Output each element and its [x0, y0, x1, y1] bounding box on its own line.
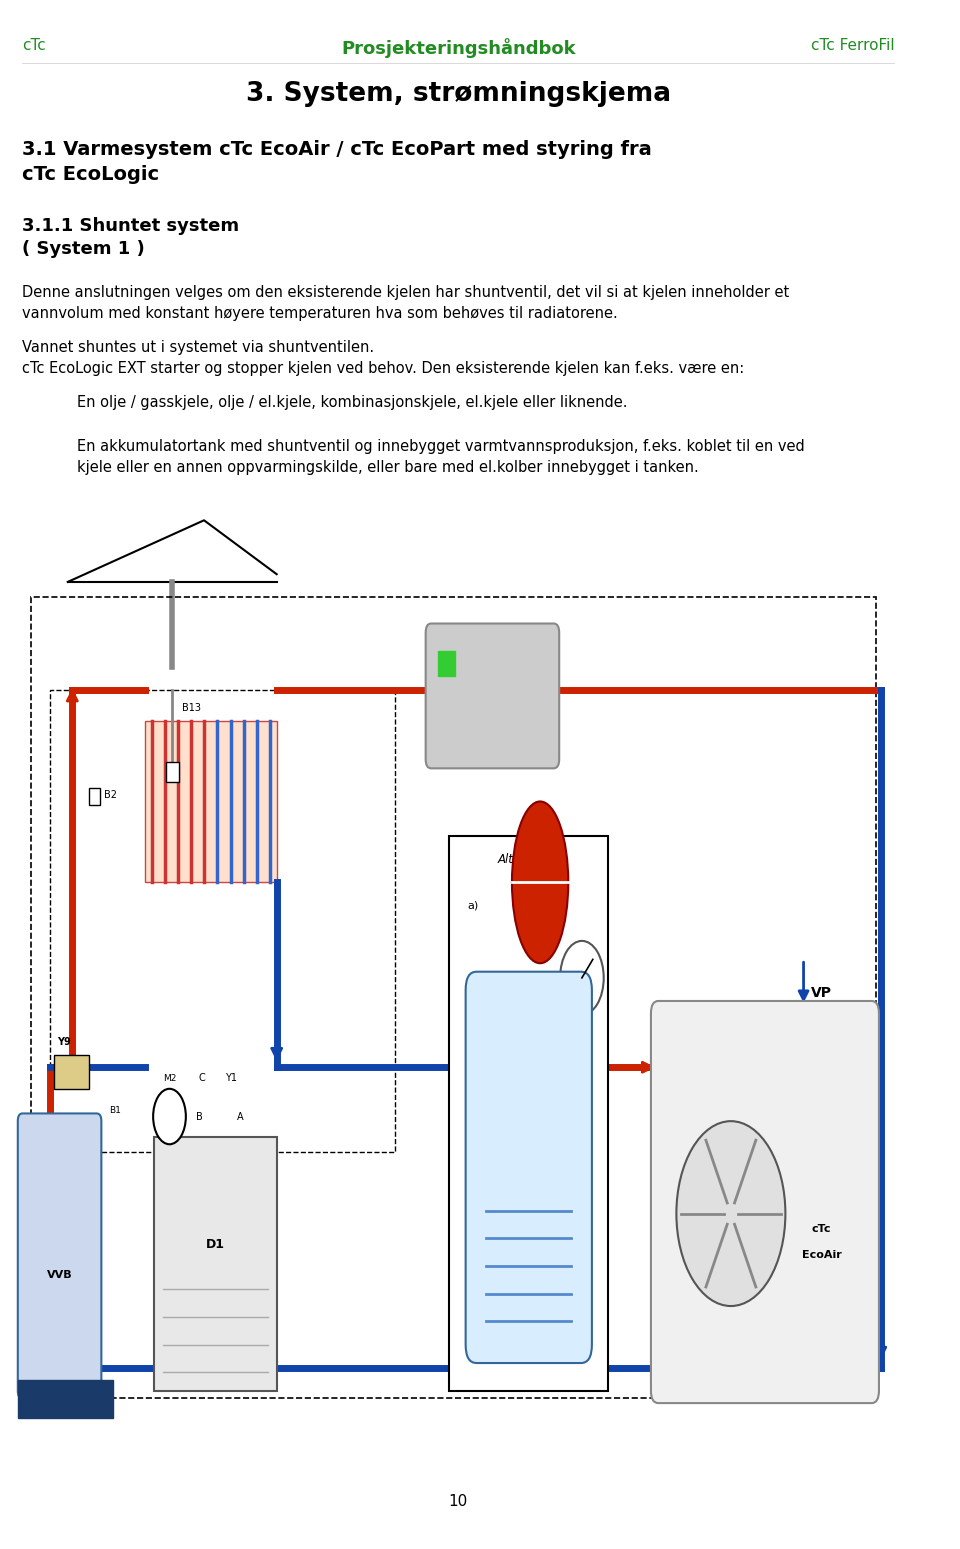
Text: M2: M2 [163, 1073, 177, 1083]
Circle shape [154, 1089, 186, 1145]
Ellipse shape [512, 801, 568, 963]
Text: Y1: Y1 [226, 1072, 237, 1083]
Bar [154, 1137, 276, 1391]
Text: 3. System, strømningskjema: 3. System, strømningskjema [246, 81, 671, 107]
Text: EcoPart: EcoPart [503, 1160, 554, 1174]
Text: En olje / gasskjele, olje / el.kjele, kombinasjonskjele, el.kjele eller liknende: En olje / gasskjele, olje / el.kjele, ko… [77, 395, 627, 410]
FancyBboxPatch shape [425, 624, 559, 768]
Text: B: B [196, 1112, 203, 1121]
Text: cTc  Ferroterm: cTc Ferroterm [34, 1396, 96, 1405]
Bar [18, 1380, 113, 1419]
Text: Denne anslutningen velges om den eksisterende kjelen har shuntventil, det vil si: Denne anslutningen velges om den eksiste… [22, 285, 789, 321]
Text: 10: 10 [448, 1495, 468, 1509]
Text: Alternativt: Alternativt [497, 853, 560, 866]
Text: cTc: cTc [22, 39, 46, 53]
Text: 3.1.1 Shuntet system
( System 1 ): 3.1.1 Shuntet system ( System 1 ) [22, 217, 239, 259]
Text: Prosjekteringshåndbok: Prosjekteringshåndbok [341, 39, 576, 57]
Text: A: A [237, 1112, 244, 1121]
FancyBboxPatch shape [449, 836, 609, 1391]
FancyBboxPatch shape [18, 1114, 102, 1399]
Text: B2: B2 [104, 790, 117, 799]
FancyBboxPatch shape [651, 1001, 879, 1403]
Text: Vannet shuntes ut i systemet via shuntventilen.
cTc EcoLogic EXT starter og stop: Vannet shuntes ut i systemet via shuntve… [22, 341, 745, 376]
Text: 3.1 Varmesystem cTc EcoAir / cTc EcoPart med styring fra
cTc EcoLogic: 3.1 Varmesystem cTc EcoAir / cTc EcoPart… [22, 139, 652, 184]
Text: VP: VP [811, 987, 832, 1001]
Text: a): a) [468, 900, 479, 911]
Bar [145, 720, 276, 883]
Text: EXT: EXT [466, 709, 488, 720]
Text: VVB: VVB [47, 1270, 72, 1279]
Text: Y9: Y9 [57, 1038, 71, 1047]
Text: D1: D1 [205, 1238, 225, 1252]
Text: EcoAir: EcoAir [802, 1250, 842, 1261]
Bar [54, 1055, 88, 1089]
Text: cTc: cTc [518, 1131, 539, 1143]
Text: En akkumulatortank med shuntventil og innebygget varmtvannsproduksjon, f.eks. ko: En akkumulatortank med shuntventil og in… [77, 438, 804, 474]
Text: cTc: cTc [466, 651, 484, 661]
Circle shape [560, 940, 604, 1015]
FancyBboxPatch shape [466, 971, 592, 1363]
Bar [166, 762, 179, 782]
Text: B1: B1 [109, 1106, 121, 1115]
Bar [88, 788, 101, 805]
Text: C: C [199, 1072, 205, 1083]
Text: EcoLogic: EcoLogic [466, 678, 517, 689]
Text: cTc FerroFil: cTc FerroFil [811, 39, 895, 53]
Circle shape [677, 1121, 785, 1306]
Text: K.v.: K.v. [54, 1204, 74, 1214]
Bar [439, 651, 455, 675]
Text: B13: B13 [182, 703, 202, 713]
Text: cTc: cTc [812, 1224, 831, 1235]
